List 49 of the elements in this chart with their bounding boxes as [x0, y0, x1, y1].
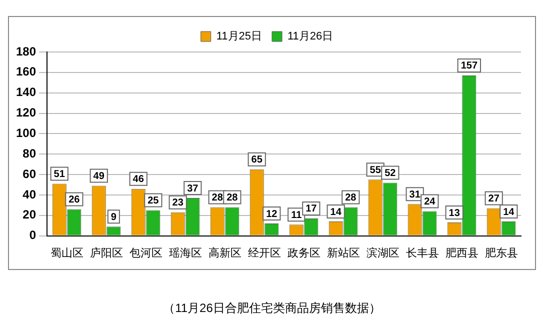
data-label: 12	[266, 208, 278, 220]
x-tick-label: 政务区	[287, 247, 320, 260]
y-tick-label: 140	[16, 85, 36, 100]
data-label: 28	[226, 192, 238, 204]
data-label: 55	[370, 164, 382, 176]
data-label: 26	[68, 194, 80, 206]
x-tick-label: 庐阳区	[90, 246, 123, 260]
data-label: 17	[306, 204, 318, 215]
y-tick-label: 60	[22, 166, 36, 181]
x-tick-label: 蜀山区	[50, 246, 84, 260]
x-tick-label: 高新区	[208, 246, 242, 260]
y-tick-label: 20	[22, 208, 36, 222]
data-label: 24	[424, 196, 436, 208]
data-label: 28	[212, 192, 224, 204]
x-tick-label: 肥西县	[445, 247, 478, 260]
legend-label: 11月25日	[216, 30, 262, 43]
data-label: 11	[291, 210, 302, 221]
data-label: 51	[54, 168, 66, 180]
data-label: 14	[330, 206, 342, 218]
data-label: 28	[345, 192, 357, 204]
y-tick-label: 80	[22, 146, 36, 160]
data-label: 157	[460, 60, 478, 72]
data-label: 49	[93, 171, 105, 182]
legend-label: 11月26日	[288, 30, 334, 43]
x-tick-label: 瑶海区	[168, 246, 202, 260]
x-tick-label: 包河区	[129, 247, 162, 260]
x-tick-label: 新站区	[326, 246, 360, 260]
y-tick-label: 160	[16, 64, 36, 79]
data-label: 23	[172, 198, 184, 209]
x-tick-label: 经开区	[248, 247, 281, 260]
data-label: 13	[448, 208, 460, 219]
data-label: 27	[488, 193, 500, 204]
data-label: 46	[132, 174, 144, 186]
data-label: 52	[384, 168, 396, 179]
data-label: 25	[148, 196, 160, 207]
data-label: 37	[187, 183, 199, 194]
text: （11月26日合肥住宅类商品房销售数据）	[162, 300, 382, 317]
y-tick-label: 180	[16, 44, 36, 58]
x-tick-label: 肥东县	[484, 246, 518, 260]
y-tick-label: 0	[29, 228, 36, 242]
x-tick-label: 滨湖区	[366, 246, 400, 260]
x-tick-label: 长丰县	[406, 246, 439, 260]
y-tick-label: 100	[16, 126, 36, 140]
y-tick-label: 120	[16, 106, 36, 120]
data-label: 31	[409, 189, 421, 200]
data-label: 9	[110, 212, 117, 223]
y-tick-label: 40	[22, 187, 36, 202]
data-label: 65	[251, 154, 263, 166]
data-label: 14	[503, 206, 515, 218]
